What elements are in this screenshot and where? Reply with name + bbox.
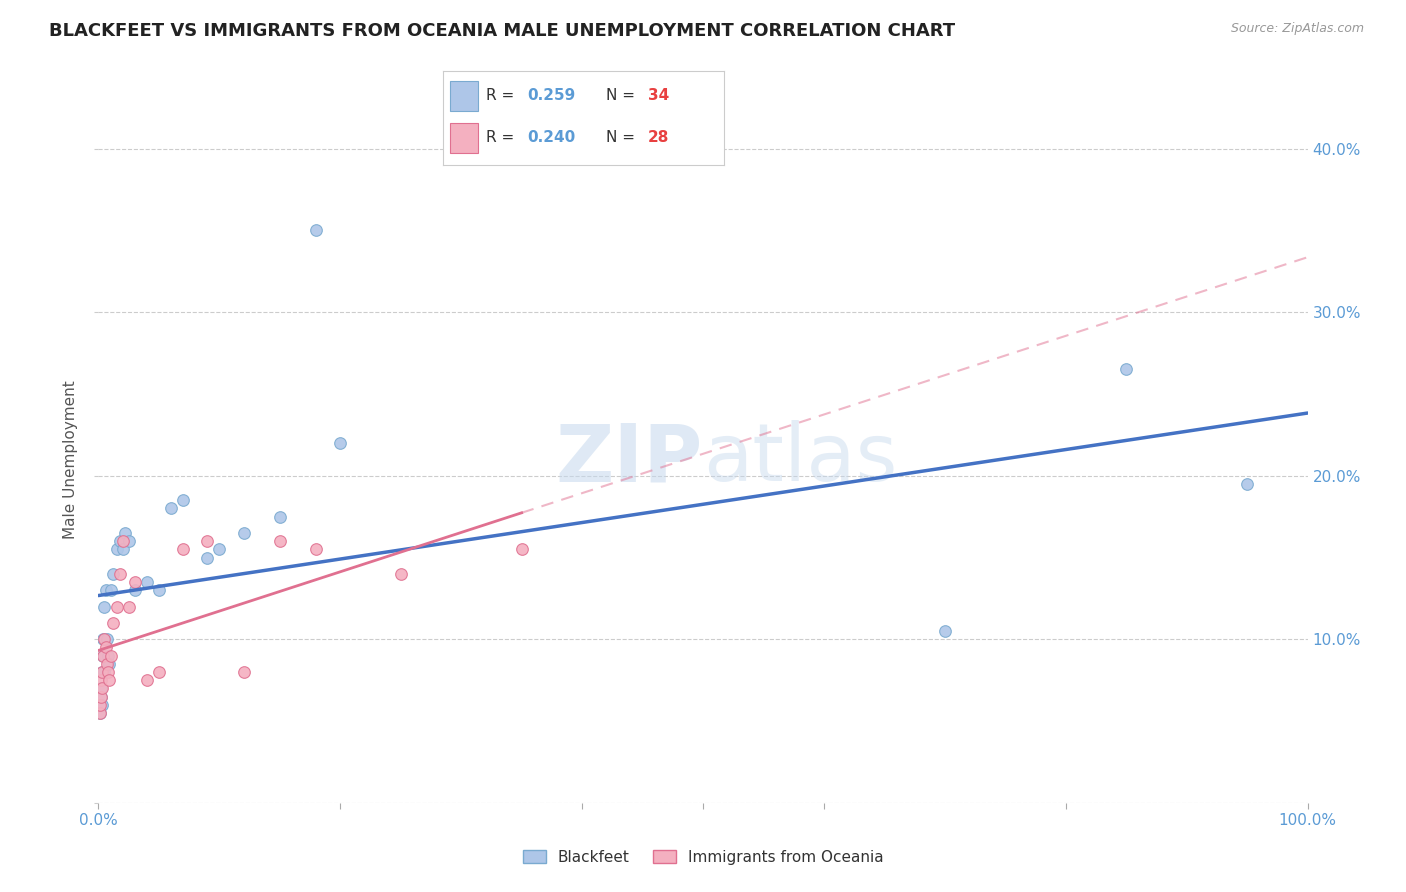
Point [89, 706, 111, 720]
Point [91, 665, 114, 679]
Point [96, 657, 118, 671]
Point [148, 665, 170, 679]
Point [93, 632, 115, 647]
Point [89, 698, 111, 712]
Point [108, 534, 131, 549]
Point [94, 583, 117, 598]
Point [195, 550, 218, 565]
Point [1236, 476, 1258, 491]
Point [389, 566, 412, 581]
Point [98, 657, 121, 671]
Point [329, 436, 352, 450]
Text: N =: N = [606, 87, 640, 103]
Point [93, 665, 115, 679]
Bar [450, 81, 478, 111]
Point [91, 698, 114, 712]
Text: atlas: atlas [703, 420, 897, 499]
Point [100, 648, 122, 663]
Point [105, 542, 128, 557]
Point [269, 534, 291, 549]
Point [105, 599, 128, 614]
Point [160, 501, 183, 516]
Y-axis label: Male Unemployment: Male Unemployment [63, 380, 79, 539]
Point [305, 542, 328, 557]
Point [108, 566, 131, 581]
Point [232, 525, 254, 540]
Point [172, 542, 194, 557]
Point [101, 566, 124, 581]
Point [98, 673, 121, 688]
Point [94, 640, 117, 655]
Text: 0.259: 0.259 [527, 87, 575, 103]
Legend: Blackfeet, Immigrants from Oceania: Blackfeet, Immigrants from Oceania [516, 844, 890, 871]
Point [118, 599, 141, 614]
Point [135, 574, 157, 589]
Point [269, 509, 291, 524]
Point [148, 583, 170, 598]
Text: ZIP: ZIP [555, 420, 703, 499]
Text: BLACKFEET VS IMMIGRANTS FROM OCEANIA MALE UNEMPLOYMENT CORRELATION CHART: BLACKFEET VS IMMIGRANTS FROM OCEANIA MAL… [49, 22, 955, 40]
Point [100, 583, 122, 598]
Point [96, 632, 118, 647]
Point [111, 534, 134, 549]
Point [97, 665, 120, 679]
Text: 34: 34 [648, 87, 669, 103]
Text: 28: 28 [648, 130, 669, 145]
Text: Source: ZipAtlas.com: Source: ZipAtlas.com [1230, 22, 1364, 36]
Point [89, 706, 111, 720]
Point [111, 542, 134, 557]
Point [124, 583, 146, 598]
Point [208, 542, 231, 557]
Point [90, 690, 112, 704]
Point [934, 624, 956, 639]
Point [91, 665, 114, 679]
Point [90, 681, 112, 696]
Point [118, 534, 141, 549]
Point [101, 615, 124, 630]
Point [97, 648, 120, 663]
Point [124, 574, 146, 589]
Point [510, 542, 533, 557]
Point [90, 673, 112, 688]
Point [91, 648, 114, 663]
Point [135, 673, 157, 688]
Text: N =: N = [606, 130, 640, 145]
Text: R =: R = [486, 130, 520, 145]
Text: 0.240: 0.240 [527, 130, 575, 145]
Point [232, 665, 254, 679]
Point [172, 493, 194, 508]
Point [114, 525, 136, 540]
Point [90, 690, 112, 704]
Bar [450, 123, 478, 153]
Point [91, 648, 114, 663]
Point [305, 223, 328, 237]
Point [91, 681, 114, 696]
Point [91, 632, 114, 647]
Point [195, 534, 218, 549]
Point [93, 599, 115, 614]
Text: R =: R = [486, 87, 520, 103]
Point [1115, 362, 1137, 376]
